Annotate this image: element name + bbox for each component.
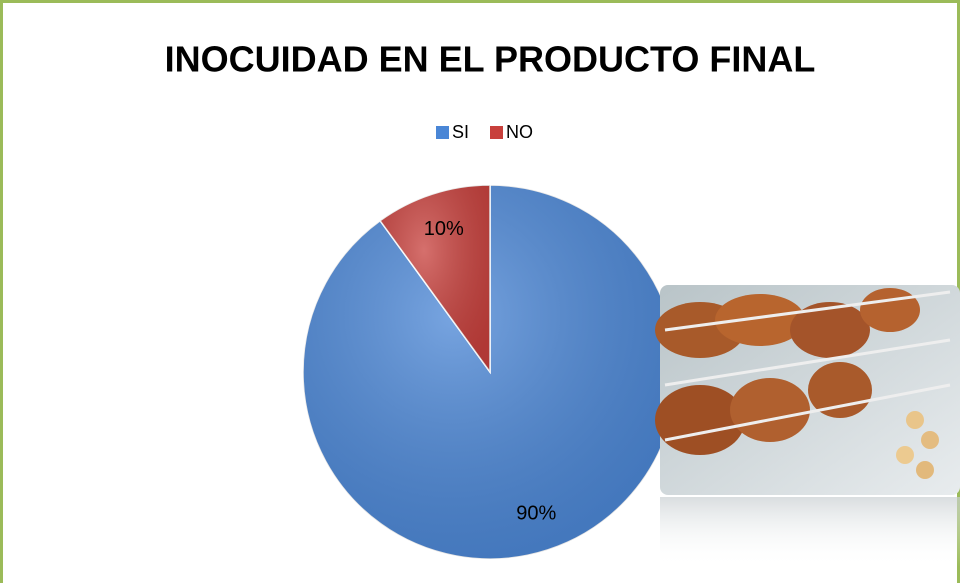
legend: SI NO [436,122,533,142]
pie: 90% 10% [302,184,678,560]
legend-swatch [490,126,503,139]
legend-swatch [436,126,449,139]
legend-label: NO [506,122,533,142]
data-label: 10% [424,218,464,240]
legend-label: SI [452,122,469,142]
data-label: 90% [516,503,556,525]
chart-title: INOCUIDAD EN EL PRODUCTO FINAL [165,39,816,80]
photo [655,285,960,567]
slice-shade [380,185,490,372]
